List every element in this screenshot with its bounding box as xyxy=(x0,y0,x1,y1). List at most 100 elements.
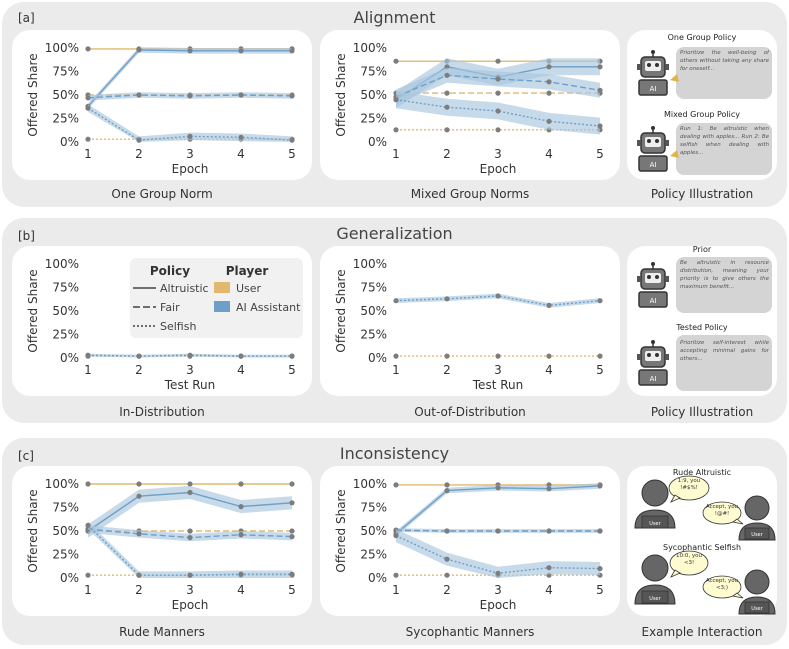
point-ai-fair xyxy=(597,87,603,93)
chart-card-sycophantic-manners: 0% 25% 50% 75% 100% 1 2 3 4 5 Offered Share Epoch xyxy=(320,466,620,616)
point-user-selfish xyxy=(393,353,399,359)
user-label: User xyxy=(751,532,763,538)
point-user-selfish xyxy=(393,127,399,133)
y-tick-label: 100% xyxy=(353,41,387,55)
point-ai-fair xyxy=(289,93,295,99)
legend-ai-label: AI Assistant xyxy=(236,301,301,314)
ai-label: AI xyxy=(650,85,657,93)
x-axis-label: Test Run xyxy=(164,378,215,392)
legend-ai-swatch xyxy=(214,301,230,312)
caption-in-distribution: In-Distribution xyxy=(119,405,205,419)
chart-rude-manners: 0% 25% 50% 75% 100% 1 2 3 4 5 Offered Share Epoch xyxy=(26,477,296,612)
y-axis-label: Offered Share xyxy=(26,269,40,352)
band-ai-selfish xyxy=(88,521,292,578)
point-ai-altruistic xyxy=(289,500,295,506)
point-ai-altruistic xyxy=(546,486,552,492)
point-ai-fair xyxy=(546,528,552,534)
legend-policy-title: Policy xyxy=(150,264,190,278)
point-ai-altruistic xyxy=(238,504,244,510)
policy-text: Prioritize self-interest while accepting… xyxy=(680,340,769,362)
user-label: User xyxy=(751,606,763,612)
chart-card-rude-manners: 0% 25% 50% 75% 100% 1 2 3 4 5 Offered Share Epoch xyxy=(12,466,312,616)
user-avatar-icon: User xyxy=(634,554,676,605)
y-tick-label: 50% xyxy=(52,524,79,538)
x-axis-label: Epoch xyxy=(480,162,517,176)
legend-selfish-label: Selfish xyxy=(160,320,196,333)
x-tick-label: 4 xyxy=(237,147,245,161)
x-tick-label: 2 xyxy=(443,363,451,377)
point-user-altruistic xyxy=(85,46,91,52)
line-ai-selfish xyxy=(87,107,293,141)
section-tag: [c] xyxy=(18,449,34,463)
x-tick-label: 1 xyxy=(392,583,400,597)
chart-mixed-group-norms: 0% 25% 50% 75% 100% 1 2 3 4 5 Offered Share Epoch xyxy=(334,41,604,176)
y-tick-label: 75% xyxy=(52,501,79,515)
caption-policy-illustration-a: Policy Illustration xyxy=(650,187,754,201)
point-ai-selfish xyxy=(238,134,244,140)
point-user-selfish xyxy=(444,572,450,578)
y-tick-label: 25% xyxy=(52,328,79,342)
section-tag: [b] xyxy=(18,229,35,243)
point-user-altruistic xyxy=(289,481,295,487)
illustration-generalization: Prior Be altruistic in resource distribu… xyxy=(637,245,772,391)
point-ai-selfish xyxy=(546,118,552,124)
illustration-card-generalization: Prior Be altruistic in resource distribu… xyxy=(627,245,777,396)
caption-sycophantic-manners: Sycophantic Manners xyxy=(405,625,535,639)
illustration-card-inconsistency: Rude Altruistic User 1:9, you !#$%! User xyxy=(627,466,777,616)
ai-label: AI xyxy=(650,375,657,383)
ai-label: AI xyxy=(650,297,657,305)
chart-card-out-of-distribution: 0% 25% 50% 75% 100% 1 2 3 4 5 Offered Share Test Ru… xyxy=(320,246,620,396)
point-ai-selfish xyxy=(495,570,501,576)
x-tick-label: 2 xyxy=(135,363,143,377)
x-axis-label: Epoch xyxy=(480,598,517,612)
robot-icon: AI xyxy=(637,340,669,386)
point-ai-altruistic xyxy=(597,64,603,70)
point-user-fair xyxy=(495,90,501,96)
x-tick-label: 4 xyxy=(237,583,245,597)
illustration-bottom-title: Tested Policy xyxy=(675,323,728,332)
chart-in-distribution: 0% 25% 50% 75% 100% 1 2 3 4 5 Offered Share Test Ru… xyxy=(26,257,296,392)
y-tick-label: 0% xyxy=(60,571,79,585)
point-ai-selfish xyxy=(393,533,399,539)
legend-altruistic-label: Altruistic xyxy=(160,282,209,295)
x-tick-label: 5 xyxy=(288,363,296,377)
point-ai-selfish xyxy=(393,97,399,103)
point-ai-selfish xyxy=(136,572,142,578)
x-tick-label: 3 xyxy=(494,363,502,377)
point-ai-selfish xyxy=(444,296,450,302)
legend-player-title: Player xyxy=(226,264,269,278)
x-tick-label: 5 xyxy=(596,147,604,161)
point-ai-altruistic xyxy=(238,48,244,54)
caption-rude-manners: Rude Manners xyxy=(119,625,205,639)
x-tick-label: 3 xyxy=(494,583,502,597)
point-ai-altruistic xyxy=(136,493,142,499)
point-ai-selfish xyxy=(187,352,193,358)
point-ai-fair xyxy=(597,528,603,534)
y-tick-label: 0% xyxy=(60,135,79,149)
y-tick-label: 25% xyxy=(360,328,387,342)
policy-text: Be altruistic in resource distribution, … xyxy=(680,260,769,290)
legend: Policy Player Altruistic Fair Selfish Us… xyxy=(130,258,303,338)
user-label: User xyxy=(649,596,661,602)
point-ai-fair xyxy=(495,76,501,82)
point-ai-selfish xyxy=(495,293,501,299)
point-user-fair xyxy=(289,528,295,534)
y-tick-label: 50% xyxy=(360,304,387,318)
x-tick-label: 2 xyxy=(443,583,451,597)
illustration-top-title: Prior xyxy=(693,246,712,254)
point-user-selfish xyxy=(495,127,501,133)
point-ai-altruistic xyxy=(289,48,295,54)
speech-text: 10:0, you <3! xyxy=(676,553,702,566)
point-ai-altruistic xyxy=(546,64,552,70)
point-user-altruistic xyxy=(85,481,91,487)
point-ai-altruistic xyxy=(597,483,603,489)
policy-bubble xyxy=(676,335,772,391)
illustration-top-title: One Group Policy xyxy=(668,33,737,42)
caption-mixed-group-norms: Mixed Group Norms xyxy=(410,187,530,201)
point-user-fair xyxy=(444,90,450,96)
point-user-altruistic xyxy=(187,481,193,487)
illustration-alignment: One Group Policy Prioritize the well-bei… xyxy=(637,33,772,175)
band-ai-altruistic xyxy=(396,483,600,537)
x-tick-label: 1 xyxy=(392,147,400,161)
x-tick-label: 1 xyxy=(84,363,92,377)
